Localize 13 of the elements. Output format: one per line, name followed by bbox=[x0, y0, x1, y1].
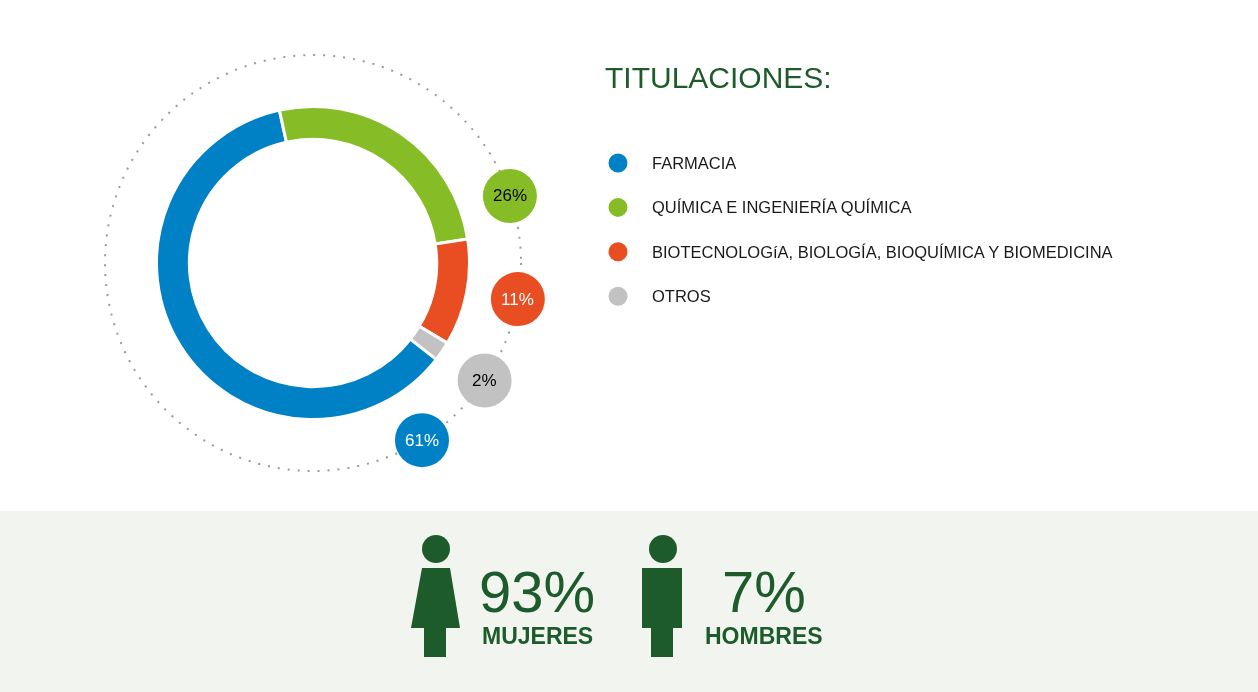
legend-label: OTROS bbox=[652, 287, 711, 305]
text: 93% bbox=[479, 559, 596, 624]
data-label: 11% bbox=[501, 290, 534, 309]
text: HOMBRES bbox=[705, 623, 823, 649]
data-label: 2% bbox=[472, 371, 497, 390]
text: 7% bbox=[722, 559, 806, 624]
chart-title: TITULACIONES: bbox=[605, 60, 832, 94]
legend-label: FARMACIA bbox=[652, 154, 737, 172]
legend-label: QUÍMICA E INGENIERÍA QUÍMICA bbox=[652, 198, 912, 216]
data-label: 61% bbox=[405, 431, 440, 450]
legend-label: BIOTECNOLOGíA, BIOLOGÍA, BIOQUÍMICA Y BIOMEDICINA bbox=[652, 243, 1113, 261]
text: MUJERES bbox=[482, 623, 594, 649]
data-label: 26% bbox=[493, 186, 528, 205]
